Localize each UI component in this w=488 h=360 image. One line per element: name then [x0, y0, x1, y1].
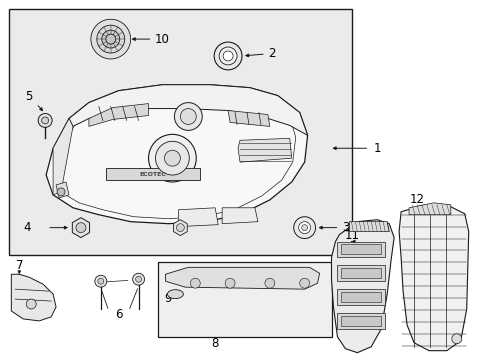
Text: 10: 10: [154, 33, 169, 46]
Ellipse shape: [167, 290, 183, 298]
Bar: [341, 292, 381, 302]
Text: 7: 7: [16, 259, 23, 272]
Polygon shape: [11, 274, 56, 321]
Polygon shape: [165, 267, 319, 289]
Circle shape: [299, 278, 309, 288]
Text: 12: 12: [408, 193, 424, 206]
Text: 11: 11: [344, 229, 359, 242]
Bar: [337, 265, 385, 281]
Text: 6: 6: [115, 309, 122, 321]
Text: 4: 4: [24, 221, 31, 234]
Circle shape: [41, 117, 48, 124]
Polygon shape: [331, 220, 393, 353]
Bar: [337, 242, 385, 257]
Polygon shape: [89, 104, 148, 126]
Text: 5: 5: [25, 90, 33, 103]
Circle shape: [132, 273, 144, 285]
Polygon shape: [408, 203, 450, 215]
Bar: [105, 168, 200, 180]
Circle shape: [155, 141, 189, 175]
Circle shape: [223, 51, 233, 61]
Circle shape: [76, 223, 86, 233]
Circle shape: [98, 278, 103, 284]
Bar: [158, 262, 332, 337]
Text: 9: 9: [164, 292, 172, 305]
Circle shape: [91, 19, 130, 59]
Bar: [337, 313, 385, 329]
Bar: [9, 9, 352, 255]
Polygon shape: [398, 206, 468, 351]
Polygon shape: [227, 111, 269, 126]
Bar: [341, 244, 381, 255]
Polygon shape: [56, 182, 69, 198]
Polygon shape: [69, 85, 307, 135]
Circle shape: [176, 224, 184, 231]
Bar: [337, 289, 385, 305]
Circle shape: [214, 42, 242, 70]
Circle shape: [102, 30, 120, 48]
Polygon shape: [238, 138, 291, 162]
Text: 1: 1: [372, 142, 380, 155]
Circle shape: [451, 334, 461, 344]
Bar: [341, 316, 381, 326]
Circle shape: [264, 278, 274, 288]
Circle shape: [180, 109, 196, 125]
Bar: [341, 268, 381, 278]
Circle shape: [105, 34, 116, 44]
Circle shape: [38, 113, 52, 127]
Circle shape: [148, 134, 196, 182]
Circle shape: [135, 276, 142, 282]
Circle shape: [174, 103, 202, 130]
Circle shape: [97, 25, 124, 53]
Text: 8: 8: [211, 337, 219, 350]
Circle shape: [293, 217, 315, 239]
Circle shape: [26, 299, 36, 309]
Polygon shape: [178, 208, 218, 227]
Circle shape: [57, 188, 65, 196]
Circle shape: [224, 278, 235, 288]
Polygon shape: [53, 118, 73, 195]
Circle shape: [95, 275, 106, 287]
Text: ECOTEC: ECOTEC: [139, 172, 165, 176]
Circle shape: [164, 150, 180, 166]
Circle shape: [298, 222, 310, 234]
Circle shape: [219, 47, 237, 65]
Polygon shape: [222, 208, 257, 224]
Polygon shape: [46, 85, 307, 224]
Text: 2: 2: [267, 48, 275, 60]
Circle shape: [190, 278, 200, 288]
Circle shape: [301, 225, 307, 231]
Text: 3: 3: [342, 221, 349, 234]
Polygon shape: [349, 222, 388, 231]
